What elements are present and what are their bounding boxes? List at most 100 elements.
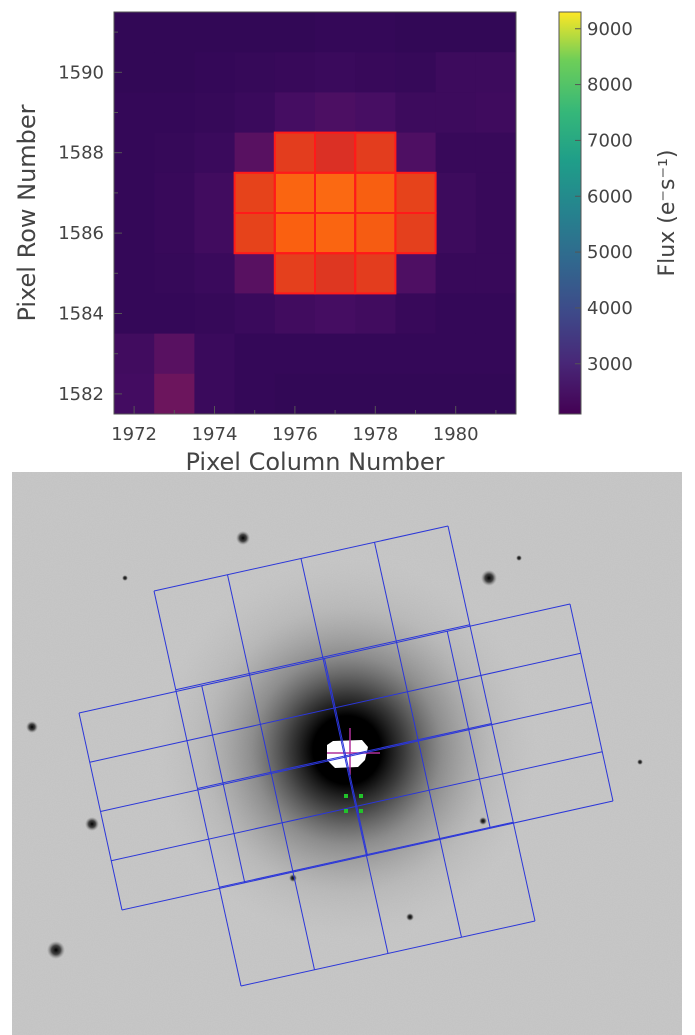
heatmap-cell (275, 12, 316, 53)
colorbar-tick-label: 7000 (587, 130, 633, 151)
star (122, 575, 128, 581)
heatmap-cell (395, 52, 436, 93)
aperture-pixel (315, 173, 355, 213)
x-tick-label: 1978 (352, 424, 398, 445)
heatmap-cell (315, 92, 356, 133)
y-tick-label: 1588 (58, 143, 104, 164)
heatmap-cell (436, 12, 477, 53)
aperture-pixel (395, 213, 435, 253)
heatmap-cell (194, 293, 235, 334)
heatmap-cell (194, 12, 235, 53)
heatmap-cell (436, 92, 477, 133)
y-axis-label: Pixel Row Number (13, 104, 41, 321)
heatmap-cell (315, 52, 356, 93)
aperture-pixel (235, 213, 275, 253)
star (406, 913, 414, 921)
heatmap-cell (194, 213, 235, 254)
colorbar-tick-label: 8000 (587, 75, 633, 96)
heatmap-cell (395, 334, 436, 375)
heatmap-cell (275, 293, 316, 334)
heatmap-cell (355, 52, 396, 93)
heatmap-cell (114, 334, 155, 375)
y-tick-label: 1582 (58, 384, 104, 405)
aperture-pixel (315, 133, 355, 173)
colorbar-ticks: 3000 4000 5000 6000 7000 8000 9000 (575, 19, 633, 375)
heatmap-cell (194, 173, 235, 214)
heatmap-cell (154, 92, 195, 133)
heatmap-cell (194, 133, 235, 174)
colorbar-label: Flux (e⁻s⁻¹) (655, 150, 680, 277)
heatmap-cell (476, 253, 517, 294)
heatmap-cell (476, 92, 517, 133)
aperture-pixel (355, 133, 395, 173)
heatmap-cell (235, 52, 276, 93)
heatmap-cell (235, 92, 276, 133)
star (516, 555, 522, 561)
x-tick-label: 1972 (111, 424, 157, 445)
aperture-pixel (275, 213, 315, 253)
heatmap-cell (315, 374, 356, 415)
star (236, 531, 250, 545)
heatmap-cell (154, 374, 195, 415)
heatmap-cell (395, 253, 436, 294)
comparison-point (344, 809, 348, 813)
heatmap-cell (154, 173, 195, 214)
heatmap-cell (114, 173, 155, 214)
heatmap-cell (436, 334, 477, 375)
heatmap-cell (235, 293, 276, 334)
heatmap-cell (275, 52, 316, 93)
heatmap-cell (476, 213, 517, 254)
heatmap-cell (436, 293, 477, 334)
heatmap-cell (315, 293, 356, 334)
heatmap-cell (355, 92, 396, 133)
heatmap-cell (355, 293, 396, 334)
aperture-pixel (355, 253, 395, 293)
y-tick-label: 1590 (58, 62, 104, 83)
x-tick-label: 1974 (192, 424, 238, 445)
colorbar-tick-label: 3000 (587, 354, 633, 375)
comparison-point (344, 794, 348, 798)
heatmap-cell (436, 213, 477, 254)
heatmap-cell (315, 334, 356, 375)
heatmap-cell (476, 173, 517, 214)
aperture-pixel (315, 253, 355, 293)
heatmap-cell (154, 253, 195, 294)
heatmap-cell (275, 334, 316, 375)
colorbar-tick-label: 5000 (587, 242, 633, 263)
heatmap-cell (154, 12, 195, 53)
aperture-pixel (275, 133, 315, 173)
heatmap-cell (235, 334, 276, 375)
star (289, 874, 297, 882)
heatmap-cell (235, 374, 276, 415)
colorbar-tick-label: 4000 (587, 298, 633, 319)
heatmap-cell (114, 253, 155, 294)
heatmap-cell (436, 133, 477, 174)
heatmap-cell (436, 52, 477, 93)
heatmap-cell (194, 52, 235, 93)
heatmap-cell (476, 52, 517, 93)
heatmap-cell (154, 213, 195, 254)
heatmap-cell (154, 133, 195, 174)
heatmap-cell (355, 12, 396, 53)
heatmap-cell (194, 92, 235, 133)
y-tick-label: 1584 (58, 304, 104, 325)
heatmap-cell (395, 12, 436, 53)
heatmap-cell (395, 133, 436, 174)
y-axis: 15901588158615841582 (58, 32, 122, 405)
heatmap-cell (476, 12, 517, 53)
colorbar-tick-label: 9000 (587, 19, 633, 40)
heatmap-cell (194, 334, 235, 375)
comparison-point (359, 794, 363, 798)
colorbar (559, 12, 581, 414)
heatmap-cell (154, 334, 195, 375)
heatmap-cell (235, 12, 276, 53)
heatmap-cell (235, 133, 276, 174)
x-axis-label: Pixel Column Number (185, 448, 444, 470)
star (479, 817, 487, 825)
heatmap-cell (154, 293, 195, 334)
sky-image-panel (0, 470, 695, 1035)
heatmap-cell (395, 92, 436, 133)
star (47, 941, 65, 959)
heatmap-cell (194, 253, 235, 294)
heatmap-cell (114, 12, 155, 53)
